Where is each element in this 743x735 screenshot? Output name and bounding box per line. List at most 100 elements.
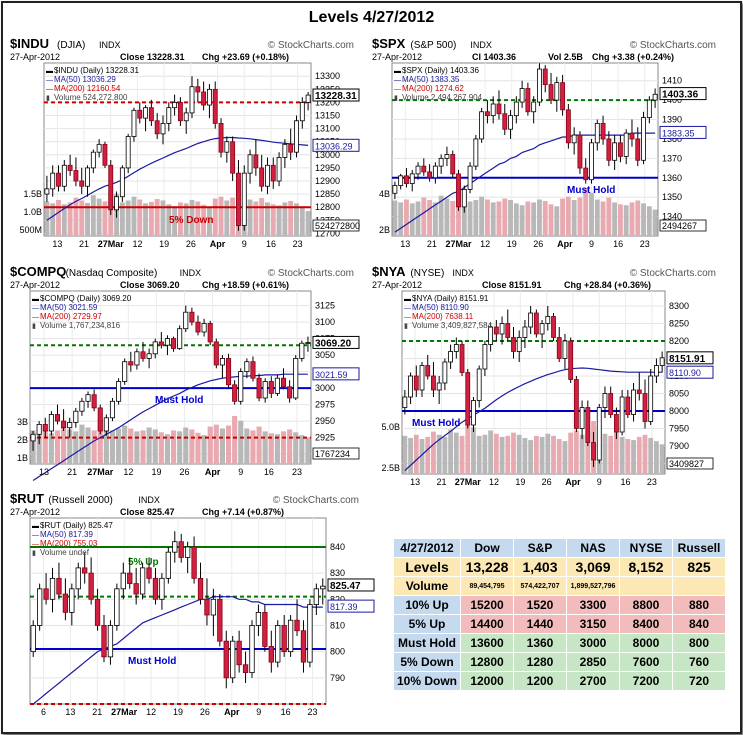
chart-date: 27-Apr-2012 [372, 52, 422, 62]
volume-bar [158, 432, 164, 464]
volume-bar [119, 202, 125, 236]
volume-bar [160, 200, 166, 236]
volume-bar [97, 419, 103, 464]
candle-body [573, 379, 579, 429]
volume-bar [577, 197, 583, 236]
volume-bar [164, 434, 171, 464]
candle-body [43, 588, 49, 600]
table-cell [672, 576, 726, 596]
volume-bar [533, 435, 539, 474]
candle-body [102, 143, 108, 166]
volume-bar [206, 207, 212, 236]
candle [137, 102, 143, 124]
candle [594, 119, 600, 151]
y-tick-label: 8050 [669, 389, 689, 399]
y-tick-label: 13200 [315, 97, 340, 107]
ma50-value-box [659, 125, 707, 139]
y-tick-label: 8000 [669, 406, 689, 416]
volume-value-label: 1767234 [315, 449, 350, 459]
stockcharts-watermark: © StockCharts.com [268, 268, 354, 279]
candle [415, 162, 421, 180]
legend-entry: $INDU (Daily) 13228.31 [54, 66, 139, 75]
candle [102, 141, 108, 168]
volume-bar [508, 200, 513, 236]
y-tick-label: 8300 [669, 301, 689, 311]
table-row: Must Hold 13600 1360 3000 8000 800 [393, 633, 726, 653]
candle [484, 100, 490, 124]
candle-body [636, 389, 642, 394]
chart-exchange: INDX [470, 40, 492, 50]
volume-bar [305, 211, 311, 236]
candle [579, 400, 585, 439]
candle [255, 604, 262, 636]
volume-bar [299, 206, 305, 236]
candle [134, 348, 140, 370]
chart-panel-compq: $COMPQ (Nasdaq Composite) INDX © StockChart… [10, 264, 360, 482]
level-label: Must Hold [412, 418, 460, 429]
legend-entry: MA(50) 817.39 [40, 530, 93, 539]
legend-entry: MA(200) 12160.54 [54, 84, 121, 93]
candle-body [591, 442, 596, 461]
candle [548, 72, 554, 104]
x-tick-label: 9 [256, 707, 261, 717]
x-tick-label: Apr [557, 239, 573, 249]
candle-body [294, 619, 300, 632]
candle-body [276, 157, 282, 182]
candle-body [133, 583, 139, 595]
chart-close: Close 13228.31 [120, 52, 185, 62]
table-row-label: 10% Up [393, 595, 461, 615]
legend-marker: ▮ [404, 323, 408, 330]
candle [79, 398, 85, 416]
candle-body [206, 88, 212, 106]
candle [67, 417, 73, 438]
candle-body [56, 577, 62, 595]
candle-body [488, 326, 494, 345]
candle [223, 630, 229, 689]
candle [438, 154, 444, 174]
candle [442, 358, 448, 390]
table-row: Volume 89,454,795 574,422,707 1,899,527,796 [393, 576, 726, 596]
candle-body [450, 154, 456, 175]
candle-body [225, 358, 232, 386]
candle-body [204, 598, 210, 616]
candle [166, 102, 172, 132]
volume-bar [96, 198, 102, 236]
stockcharts-watermark: © StockCharts.com [630, 268, 716, 279]
candle [542, 65, 548, 93]
table-cell: 880 [672, 595, 726, 615]
volume-bar [44, 201, 50, 236]
volume-bar [288, 200, 294, 236]
candle [537, 63, 542, 106]
candle-body [73, 170, 79, 182]
volume-bar [212, 198, 218, 236]
candle-body [94, 598, 101, 626]
candle-body [62, 593, 69, 613]
x-tick-label: 9 [238, 467, 243, 477]
candle [207, 320, 213, 346]
legend-marker: ▮ [32, 323, 36, 330]
candle [288, 128, 294, 161]
candle [160, 115, 166, 145]
candle-body [413, 375, 419, 391]
chart-date: 27-Apr-2012 [10, 52, 60, 62]
candle [217, 594, 223, 647]
candle [467, 162, 473, 194]
candle [305, 336, 311, 352]
volume-axis-label: 5.0B [381, 422, 400, 432]
y-tick-label: 1340 [662, 212, 682, 222]
x-tick-label: 12 [123, 467, 133, 477]
x-tick-label: 6 [41, 707, 46, 717]
volume-bar [562, 441, 568, 474]
candle-body [293, 358, 299, 399]
candle [177, 97, 183, 126]
candle-body [166, 107, 172, 124]
candle [256, 373, 262, 402]
candle [476, 365, 482, 408]
chart-symbol: $NYA [372, 264, 406, 279]
candle-body [565, 109, 571, 144]
candle-body [625, 396, 631, 415]
candle [172, 94, 178, 116]
volume-bar [402, 435, 408, 474]
volume-bar [513, 203, 519, 236]
candle-body [594, 123, 600, 144]
